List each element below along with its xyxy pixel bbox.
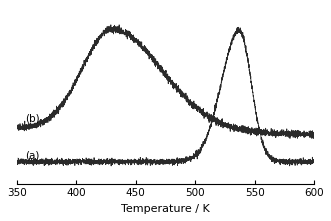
- Text: (a): (a): [25, 150, 39, 160]
- X-axis label: Temperature / K: Temperature / K: [121, 204, 210, 214]
- Text: (b): (b): [25, 113, 40, 123]
